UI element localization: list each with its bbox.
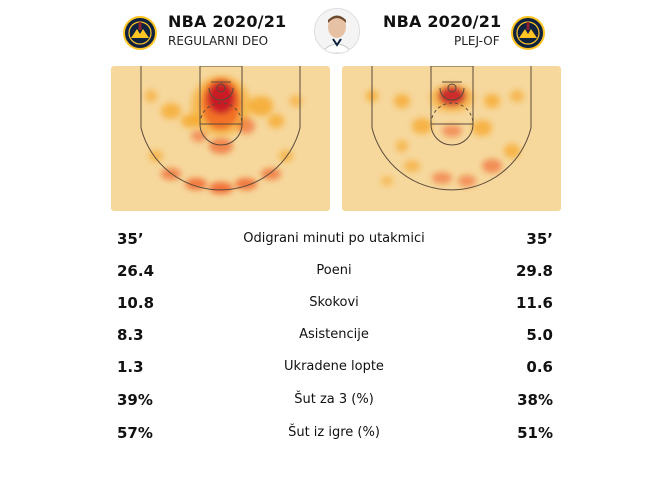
stat-left-value: 39% <box>117 391 153 409</box>
stat-row-fg-pct: 57% Šut iz igre (%) 51% <box>0 424 658 444</box>
stat-label: Poeni <box>316 263 352 278</box>
player-avatar <box>314 8 360 54</box>
left-title: NBA 2020/21 <box>168 12 287 31</box>
stat-row-points: 26.4 Poeni 29.8 <box>0 262 658 282</box>
stat-row-steals: 1.3 Ukradene lopte 0.6 <box>0 358 658 378</box>
stat-label: Šut za 3 (%) <box>294 392 374 407</box>
right-title: NBA 2020/21 <box>383 12 502 31</box>
stat-label: Odigrani minuti po utakmici <box>243 231 425 246</box>
stat-row-assists: 8.3 Asistencije 5.0 <box>0 326 658 346</box>
stat-right-value: 5.0 <box>526 326 553 344</box>
stat-label: Asistencije <box>299 327 369 342</box>
stat-row-minutes: 35’ Odigrani minuti po utakmici 35’ <box>0 230 658 250</box>
stat-right-value: 51% <box>517 424 553 442</box>
stat-right-value: 38% <box>517 391 553 409</box>
left-subtitle: REGULARNI DEO <box>168 34 269 48</box>
stat-row-rebounds: 10.8 Skokovi 11.6 <box>0 294 658 314</box>
stat-label: Ukradene lopte <box>284 359 384 374</box>
stat-label: Šut iz igre (%) <box>288 425 380 440</box>
stat-right-value: 11.6 <box>515 294 553 312</box>
stat-label: Skokovi <box>309 295 359 310</box>
left-logo <box>123 16 157 50</box>
stat-row-three-pct: 39% Šut za 3 (%) 38% <box>0 391 658 411</box>
stat-right-value: 35’ <box>526 230 553 248</box>
heatmap-playoffs <box>342 66 561 211</box>
right-logo <box>511 16 545 50</box>
stat-left-value: 26.4 <box>117 262 155 280</box>
stat-left-value: 57% <box>117 424 153 442</box>
stat-left-value: 8.3 <box>117 326 144 344</box>
heatmap-regular-season <box>111 66 330 211</box>
stat-left-value: 10.8 <box>117 294 155 312</box>
stat-left-value: 35’ <box>117 230 144 248</box>
right-subtitle: PLEJ-OF <box>454 34 500 48</box>
stat-right-value: 0.6 <box>526 358 553 376</box>
stat-left-value: 1.3 <box>117 358 144 376</box>
stat-right-value: 29.8 <box>515 262 553 280</box>
